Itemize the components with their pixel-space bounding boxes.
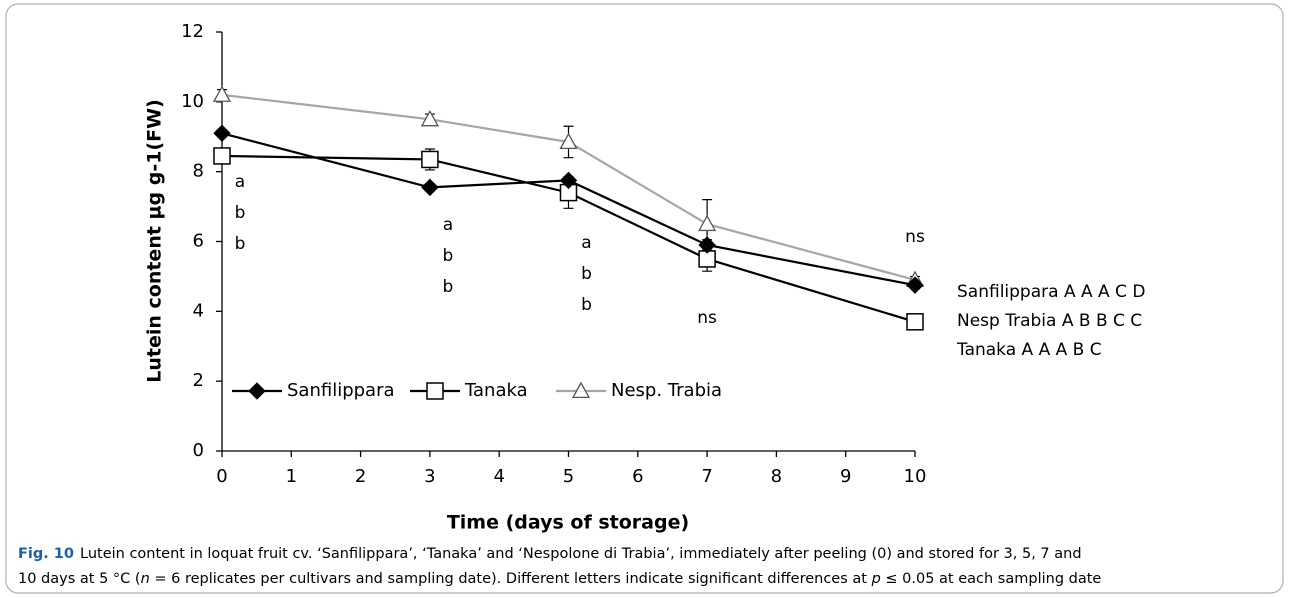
y-tick-label: 8 (193, 161, 204, 182)
legend-item: Nesp. Trabia (556, 380, 722, 401)
annotation: ns (697, 308, 717, 328)
annotation-text: b (443, 246, 454, 266)
x-tick-label: 5 (563, 466, 574, 487)
y-tick-label: 6 (193, 231, 204, 252)
annotation-text: a (443, 215, 453, 235)
y-tick-label: 2 (193, 370, 204, 391)
x-tick-label: 8 (771, 466, 782, 487)
marker (213, 124, 231, 142)
marker (698, 236, 716, 254)
annotation-text: ns (697, 308, 717, 328)
x-tick-label: 2 (355, 466, 366, 487)
annotation-text: a (581, 233, 591, 253)
legend-label: Nesp. Trabia (611, 380, 722, 401)
marker (421, 178, 439, 197)
side-note: Sanfilippara A A A C D (957, 282, 1145, 302)
caption-text: n (140, 571, 150, 587)
y-tick-label: 10 (181, 91, 204, 112)
side-note: Nesp Trabia A B B C C (957, 311, 1142, 331)
marker (420, 109, 440, 127)
caption-text: p (871, 571, 881, 587)
frame (5, 3, 1284, 594)
caption-text: ≤ 0.05 at each sampling date (880, 571, 1102, 587)
caption-text: 10 days at 5 °C ( (18, 571, 141, 587)
marker (421, 150, 439, 169)
legend-label: Tanaka (464, 380, 528, 401)
y-tick-label: 4 (193, 300, 204, 321)
annotation: abb (443, 215, 454, 297)
annotation-text: b (235, 203, 246, 223)
annotation: abb (235, 172, 246, 254)
caption-text: = 6 replicates per cultivars and samplin… (149, 571, 872, 587)
marker (906, 276, 924, 294)
x-tick-label: 0 (216, 466, 227, 487)
x-tick-label: 4 (493, 466, 504, 487)
annotation: ns (905, 227, 925, 247)
marker (559, 132, 578, 150)
annotation: abb (581, 233, 592, 315)
x-tick-label: 9 (840, 466, 851, 487)
x-axis-label: Time (days of storage) (447, 512, 689, 534)
side-note: Tanaka A A A B C (956, 340, 1102, 360)
marker (213, 147, 231, 165)
legend-marker (426, 382, 444, 400)
legend-label: Sanfilippara (287, 380, 395, 401)
annotation-text: b (581, 264, 592, 284)
legend-item: Tanaka (410, 380, 528, 401)
annotation-text: b (581, 295, 592, 315)
marker (559, 171, 578, 190)
annotation-text: ns (905, 227, 925, 247)
x-tick-label: 7 (701, 466, 712, 487)
y-axis-label: Lutein content µg g-1(FW) (144, 99, 166, 383)
y-tick-label: 0 (193, 440, 204, 461)
legend-item: Sanfilippara (232, 380, 395, 401)
caption: Fig. 10 Lutein content in loquat fruit cv… (18, 542, 1101, 592)
marker (212, 85, 232, 102)
x-tick-label: 3 (424, 466, 435, 487)
caption-text: Lutein content in loquat fruit cv. ‘Sanf… (80, 546, 1082, 562)
annotation-text: a (235, 172, 245, 192)
x-tick-label: 1 (286, 466, 297, 487)
y-tick-label: 12 (181, 21, 204, 42)
marker (906, 313, 924, 331)
annotation-text: b (443, 277, 454, 297)
x-tick-label: 6 (632, 466, 643, 487)
marker (697, 214, 717, 232)
x-tick-label: 10 (904, 466, 927, 487)
caption-label: Fig. 10 (18, 546, 74, 562)
legend-marker (248, 382, 266, 400)
legend-marker (571, 381, 591, 399)
annotation-text: b (235, 234, 246, 254)
